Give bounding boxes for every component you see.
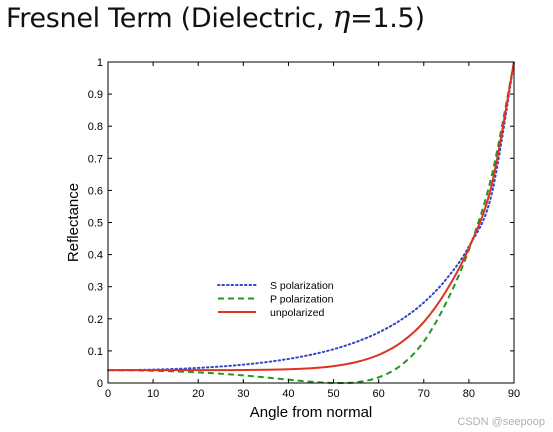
x-tick-label: 30 [237, 388, 249, 400]
y-tick-label: 0 [97, 378, 103, 390]
legend-label-unpolarized: unpolarized [270, 307, 324, 319]
x-tick-label: 50 [327, 388, 339, 400]
y-tick-label: 0.8 [88, 121, 103, 133]
y-tick-label: 0.2 [88, 314, 103, 326]
series-line-unpolarized [107, 61, 515, 372]
y-tick-label: 0.1 [88, 346, 103, 358]
eta-symbol: η [332, 0, 351, 35]
y-tick-label: 0.7 [88, 153, 103, 165]
x-axis: 0 10 20 30 40 50 60 70 80 90 [105, 62, 520, 400]
y-tick-label: 0.6 [88, 185, 103, 197]
x-axis-label: Angle from normal [250, 404, 373, 421]
x-tick-label: 80 [463, 388, 475, 400]
y-tick-label: 0.9 [88, 89, 103, 101]
plot-frame [107, 61, 515, 384]
series-line-p-polarization [107, 61, 515, 385]
y-axis-label: Reflectance [65, 183, 82, 262]
y-axis: 0 0.1 0.2 0.3 0.4 0.5 0.6 0.7 0.8 0.9 1 [88, 57, 514, 390]
title-prefix: Fresnel Term (Dielectric, [6, 3, 333, 34]
title-suffix: =1.5) [350, 3, 425, 34]
y-tick-label: 0.5 [88, 218, 103, 230]
x-tick-label: 10 [147, 388, 159, 400]
legend-label-p-polarization: P polarization [270, 294, 334, 306]
x-tick-label: 0 [105, 388, 111, 400]
watermark: CSDN @seepoop [457, 416, 545, 428]
x-tick-label: 40 [282, 388, 294, 400]
y-tick-label: 1 [97, 57, 103, 69]
y-tick-label: 0.4 [88, 250, 103, 262]
legend-label-s-polarization: S polarization [270, 280, 334, 292]
x-tick-label: 20 [192, 388, 204, 400]
chart-title: Fresnel Term (Dielectric, η=1.5) [6, 0, 425, 35]
plot-area [107, 61, 515, 385]
x-tick-label: 70 [418, 388, 430, 400]
y-tick-label: 0.3 [88, 282, 103, 294]
series-line-s-polarization [107, 61, 515, 372]
x-tick-label: 60 [373, 388, 385, 400]
x-tick-label: 90 [508, 388, 520, 400]
